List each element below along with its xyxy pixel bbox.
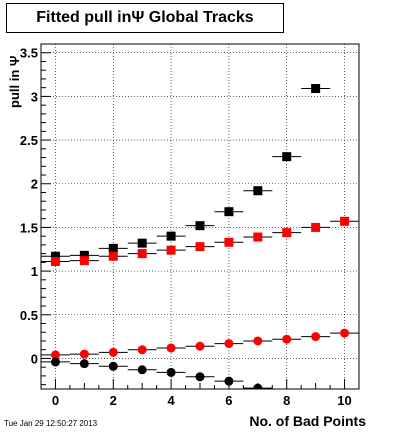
- data-point-circle: [79, 359, 89, 369]
- data-point-circle: [166, 343, 176, 353]
- data-point-square: [253, 232, 263, 242]
- x-tick-label: 10: [337, 393, 351, 408]
- y-tick-label: 2: [31, 177, 38, 192]
- data-point-square: [253, 186, 263, 196]
- y-tick-label: 2.5: [20, 133, 38, 148]
- y-tick-label: 1: [31, 264, 38, 279]
- data-point-circle: [166, 367, 176, 377]
- data-point-circle: [79, 349, 89, 359]
- data-layer: [41, 84, 359, 389]
- data-point-square: [50, 256, 60, 266]
- data-point-square: [166, 231, 176, 241]
- x-tick-label: 0: [52, 393, 59, 408]
- data-point-square: [282, 228, 292, 238]
- data-point-square: [195, 221, 205, 231]
- data-point-circle: [50, 350, 60, 360]
- data-point-circle: [137, 365, 147, 375]
- data-point-square: [79, 250, 89, 260]
- data-point-square: [137, 238, 147, 248]
- data-point-square: [108, 251, 118, 261]
- data-point-square: [224, 237, 234, 247]
- x-axis-label: No. of Bad Points: [249, 413, 366, 429]
- y-tick-label: 0: [31, 351, 38, 366]
- data-point-circle: [311, 332, 321, 342]
- y-axis-label: pull in Ψ: [7, 56, 22, 108]
- data-point-circle: [253, 336, 263, 346]
- data-point-square: [311, 222, 321, 232]
- data-point-square: [282, 152, 292, 162]
- timestamp: Tue Jan 29 12:50:27 2013: [4, 419, 98, 428]
- y-tick-label: 1.5: [20, 220, 38, 235]
- x-tick-label: 6: [225, 393, 232, 408]
- data-point-square: [340, 216, 350, 226]
- axis-ticks: [40, 43, 360, 389]
- data-point-square: [166, 245, 176, 255]
- chart-title-box: Fitted pull inΨ Global Tracks: [6, 3, 284, 33]
- data-point-circle: [224, 339, 234, 349]
- data-point-circle: [108, 361, 118, 371]
- data-point-circle: [50, 357, 60, 367]
- y-tick-label: 0.5: [20, 308, 38, 323]
- data-point-circle: [282, 334, 292, 344]
- data-point-circle: [253, 383, 263, 389]
- y-tick-label: 3.5: [20, 46, 38, 61]
- data-point-square: [50, 251, 60, 261]
- data-point-circle: [195, 341, 205, 351]
- data-point-square: [79, 256, 89, 266]
- data-point-square: [195, 242, 205, 252]
- data-point-circle: [137, 345, 147, 355]
- x-tick-label: 8: [283, 393, 290, 408]
- data-point-circle: [195, 372, 205, 382]
- data-point-square: [311, 84, 321, 94]
- data-point-square: [108, 243, 118, 253]
- chart-title: Fitted pull inΨ Global Tracks: [36, 9, 254, 26]
- x-tick-label: 4: [167, 393, 175, 408]
- data-point-square: [137, 249, 147, 259]
- data-point-circle: [108, 347, 118, 357]
- x-tick-label: 2: [110, 393, 117, 408]
- tick-labels: 0 2 4 6 8 10 0 0.5 1 1.5 2 2.5 3 3.5: [20, 46, 352, 408]
- y-tick-label: 3: [31, 89, 38, 104]
- data-point-circle: [224, 376, 234, 386]
- data-point-circle: [340, 328, 350, 338]
- data-point-square: [224, 207, 234, 217]
